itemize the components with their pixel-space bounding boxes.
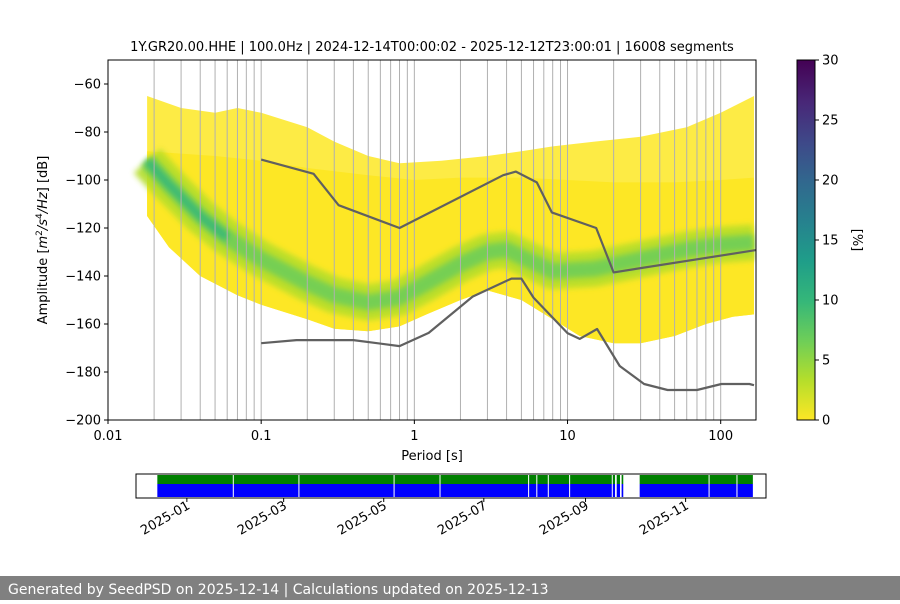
timeline-gap <box>528 475 530 497</box>
timeline-gap <box>439 475 441 497</box>
timeline-segment <box>639 484 753 497</box>
y-tick-label: −140 <box>65 270 101 285</box>
timeline-segment <box>157 484 616 497</box>
colorbar-tick-label: 0 <box>822 414 830 429</box>
footer-bar: Generated by SeedPSD on 2025-12-14 | Cal… <box>0 576 900 600</box>
period-gridlines <box>153 60 722 420</box>
timeline-gap <box>298 475 300 497</box>
timeline-segment <box>157 475 616 484</box>
timeline-gap <box>708 475 710 497</box>
x-tick-label: 10 <box>559 429 576 444</box>
y-tick-label: −120 <box>65 222 101 237</box>
timeline-gap <box>611 475 613 497</box>
footer-text: Generated by SeedPSD on 2025-12-14 | Cal… <box>8 582 549 598</box>
colorbar-tick-label: 30 <box>822 54 839 69</box>
colorbar-tick-label: 25 <box>822 114 839 129</box>
noise-model-nlnm <box>261 277 755 392</box>
heatmap-density-peak <box>144 158 230 241</box>
colorbar-tick-label: 15 <box>822 234 839 249</box>
colorbar: 0 5 10 15 20 25 30 [%] <box>796 54 864 429</box>
timeline-segment <box>639 475 753 484</box>
timeline-tick-label: 2025-05 <box>335 498 390 538</box>
colorbar-ticks: 0 5 10 15 20 25 30 <box>815 54 839 429</box>
data-availability-timeline: 2025-01 2025-03 2025-05 2025-07 2025-09 2025-… <box>135 473 767 539</box>
y-tick-label: −100 <box>65 174 101 189</box>
timeline-segment <box>616 484 620 497</box>
ppsd-plot-area: −200 −180 −160 −140 −120 −100 −80 −60 0.01 0.1 1 1… <box>65 59 757 444</box>
colorbar-tick-label: 20 <box>822 174 839 189</box>
timeline-gap <box>536 475 538 497</box>
chart-title: 1Y.GR20.00.HHE | 100.0Hz | 2024-12-14T00… <box>130 40 734 55</box>
y-axis: −200 −180 −160 −140 −120 −100 −80 −60 <box>65 78 108 429</box>
x-tick-label: 100 <box>708 429 733 444</box>
timeline-gap <box>393 475 395 497</box>
timeline-tick-label: 2025-11 <box>637 498 692 538</box>
y-tick-label: −60 <box>74 78 101 93</box>
x-tick-label: 0.01 <box>94 429 123 444</box>
heatmap-density-mode <box>141 155 755 311</box>
y-tick-label: −80 <box>74 126 101 141</box>
x-tick-label: 1 <box>410 429 418 444</box>
colorbar-tick-label: 10 <box>822 294 839 309</box>
timeline-gap <box>547 475 549 497</box>
timeline-segment <box>616 475 620 484</box>
timeline-axis: 2025-01 2025-03 2025-05 2025-07 2025-09 2025-… <box>138 498 692 539</box>
noise-model-nhnm <box>260 158 756 274</box>
colorbar-gradient <box>796 59 816 421</box>
timeline-tick-label: 2025-07 <box>435 498 490 538</box>
timeline-bars <box>157 475 753 497</box>
x-tick-label: 0.1 <box>251 429 272 444</box>
timeline-gap <box>569 475 571 497</box>
timeline-tick-label: 2025-03 <box>235 498 290 538</box>
plot-frame <box>107 59 757 421</box>
y-axis-title: Amplitude [m2/s4/Hz] [dB] <box>35 156 51 325</box>
timeline-tick-label: 2025-01 <box>138 498 193 538</box>
timeline-gap <box>736 475 738 497</box>
x-axis: 0.01 0.1 1 10 100 <box>94 420 733 444</box>
x-axis-title: Period [s] <box>401 449 463 464</box>
timeline-segment <box>621 475 624 484</box>
timeline-tick-label: 2025-09 <box>537 498 592 538</box>
y-tick-label: −180 <box>65 366 101 381</box>
y-tick-label: −160 <box>65 318 101 333</box>
colorbar-tick-label: 5 <box>822 354 830 369</box>
noise-model-lines <box>260 158 756 392</box>
y-tick-label: −200 <box>65 414 101 429</box>
timeline-gap <box>232 475 234 497</box>
ppsd-heatmap <box>133 96 756 344</box>
timeline-segment <box>621 484 624 497</box>
colorbar-label: [%] <box>849 229 864 252</box>
